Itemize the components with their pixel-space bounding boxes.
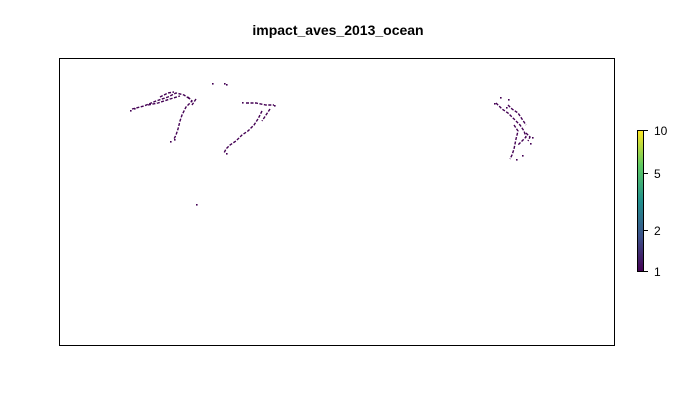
legend-tick-10 [644, 130, 648, 131]
impact-pixels [130, 83, 534, 206]
plot-title: impact_aves_2013_ocean [252, 22, 424, 38]
impact-stroke-3 [173, 96, 193, 140]
color-legend: 10 5 2 1 [637, 125, 697, 279]
impact-dot-10 [494, 103, 496, 105]
impact-stroke-6 [223, 110, 263, 154]
legend-label-10: 10 [654, 124, 668, 138]
legend-tick-1 [644, 271, 648, 272]
impact-dot-17 [530, 143, 532, 145]
impact-stroke-11 [525, 132, 531, 142]
impact-stroke-2 [159, 91, 175, 98]
impact-dot-16 [532, 137, 534, 139]
impact-dot-18 [274, 105, 276, 107]
impact-dot-2 [212, 83, 214, 85]
impact-dot-13 [506, 107, 508, 109]
impact-stroke-7 [261, 108, 271, 122]
impact-stroke-10 [509, 124, 519, 160]
impact-dot-1 [134, 108, 136, 110]
map-panel [59, 58, 615, 346]
legend-label-1: 1 [654, 265, 661, 279]
impact-stroke-8 [495, 102, 527, 146]
impact-dot-14 [522, 155, 524, 157]
impact-dot-4 [226, 84, 228, 86]
impact-stroke-4 [191, 98, 197, 106]
impact-stroke-0 [131, 92, 191, 110]
impact-dot-6 [174, 139, 176, 141]
impact-raster [130, 83, 534, 206]
impact-stroke-1 [147, 95, 181, 106]
legend-tick-5 [644, 173, 648, 174]
impact-dot-15 [516, 159, 518, 161]
impact-dot-7 [170, 141, 172, 143]
impact-dot-9 [226, 153, 228, 155]
impact-dot-5 [242, 102, 244, 104]
impact-dot-8 [196, 204, 198, 206]
impact-dot-11 [500, 97, 502, 99]
impact-dot-0 [130, 110, 132, 112]
legend-tick-2 [644, 230, 648, 231]
impact-dot-3 [224, 83, 226, 85]
impact-stroke-5 [246, 102, 274, 106]
impact-dot-12 [508, 99, 510, 101]
legend-label-5: 5 [654, 167, 661, 181]
legend-label-2: 2 [654, 224, 661, 238]
colorbar [637, 130, 644, 272]
